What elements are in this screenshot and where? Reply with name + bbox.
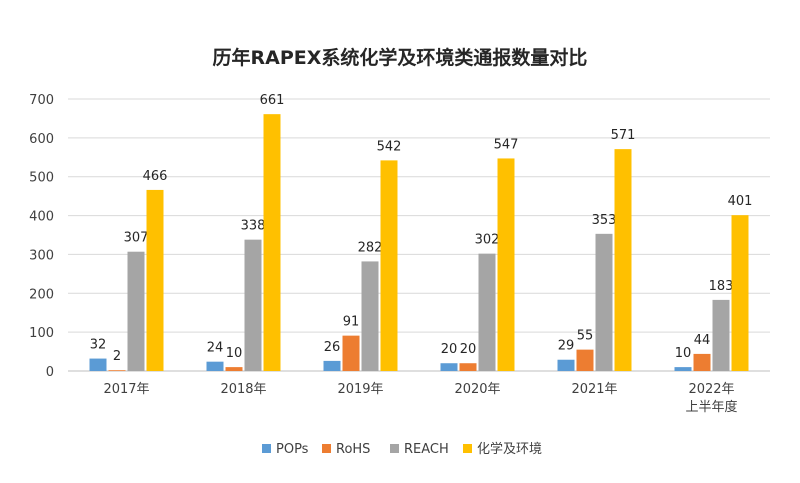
data-label: 338 bbox=[241, 219, 266, 234]
y-tick-label: 0 bbox=[46, 365, 54, 380]
data-label: 10 bbox=[226, 346, 243, 361]
y-tick-label: 200 bbox=[29, 287, 54, 302]
x-tick-label: 2018年 bbox=[220, 382, 266, 397]
y-axis: 0 100 200 300 400 500 600 700 bbox=[29, 93, 54, 380]
bar bbox=[576, 349, 594, 371]
x-tick-label: 2022年 bbox=[688, 382, 734, 397]
data-label: 24 bbox=[207, 341, 224, 356]
data-label: 20 bbox=[460, 342, 477, 357]
bar bbox=[361, 261, 379, 371]
bar bbox=[595, 233, 613, 371]
data-label: 353 bbox=[592, 213, 617, 228]
x-tick-label: 2019年 bbox=[337, 382, 383, 397]
data-label: 401 bbox=[728, 194, 753, 209]
data-label: 91 bbox=[343, 315, 360, 330]
data-label: 20 bbox=[441, 342, 458, 357]
data-label: 26 bbox=[324, 340, 341, 355]
bar bbox=[614, 149, 632, 371]
bar bbox=[478, 253, 496, 371]
chart-title: 历年RAPEX系统化学及环境类通报数量对比 bbox=[213, 46, 588, 69]
bar bbox=[693, 353, 711, 371]
bar bbox=[146, 189, 164, 371]
bar bbox=[127, 251, 145, 371]
bar bbox=[731, 215, 749, 371]
data-label: 183 bbox=[709, 279, 734, 294]
data-label: 55 bbox=[577, 329, 594, 344]
legend-swatch bbox=[262, 444, 271, 453]
bar bbox=[674, 367, 692, 371]
data-label: 466 bbox=[143, 169, 168, 184]
gridlines bbox=[68, 98, 770, 372]
legend-label: REACH bbox=[404, 442, 449, 457]
data-label: 307 bbox=[124, 231, 149, 246]
data-label: 302 bbox=[475, 233, 500, 248]
bar bbox=[440, 363, 458, 371]
data-label: 32 bbox=[90, 338, 107, 353]
bar bbox=[323, 360, 341, 371]
bar bbox=[342, 335, 360, 371]
data-label: 571 bbox=[611, 128, 636, 143]
legend: POPs RoHS REACH 化学及环境 bbox=[262, 441, 542, 457]
legend-label: RoHS bbox=[336, 442, 370, 457]
bar bbox=[225, 367, 243, 371]
y-tick-label: 400 bbox=[29, 210, 54, 225]
y-tick-label: 300 bbox=[29, 248, 54, 263]
bar bbox=[459, 363, 477, 371]
legend-label: POPs bbox=[276, 442, 309, 457]
data-label: 2 bbox=[113, 349, 121, 364]
data-label: 542 bbox=[377, 139, 402, 154]
x-tick-label: 2021年 bbox=[571, 382, 617, 397]
data-label: 10 bbox=[675, 346, 692, 361]
bar bbox=[206, 361, 224, 371]
x-tick-label: 上半年度 bbox=[685, 399, 737, 415]
x-tick-label: 2017年 bbox=[103, 382, 149, 397]
y-tick-label: 500 bbox=[29, 171, 54, 186]
legend-label: 化学及环境 bbox=[477, 441, 542, 457]
y-tick-label: 700 bbox=[29, 93, 54, 108]
y-tick-label: 600 bbox=[29, 132, 54, 147]
bar bbox=[497, 158, 515, 371]
data-label: 282 bbox=[358, 240, 383, 255]
bar bbox=[557, 359, 575, 371]
bar bbox=[244, 239, 262, 371]
data-label: 661 bbox=[260, 93, 285, 108]
data-label: 44 bbox=[694, 333, 711, 348]
bar bbox=[89, 358, 107, 371]
legend-swatch bbox=[322, 444, 331, 453]
bar bbox=[712, 299, 730, 371]
data-label: 29 bbox=[558, 339, 575, 354]
bar bbox=[263, 114, 281, 371]
legend-swatch bbox=[390, 444, 399, 453]
bar bbox=[380, 160, 398, 371]
bar bbox=[108, 370, 126, 371]
x-tick-label: 2020年 bbox=[454, 382, 500, 397]
y-tick-label: 100 bbox=[29, 326, 54, 341]
legend-swatch bbox=[463, 444, 472, 453]
data-label: 547 bbox=[494, 137, 519, 152]
